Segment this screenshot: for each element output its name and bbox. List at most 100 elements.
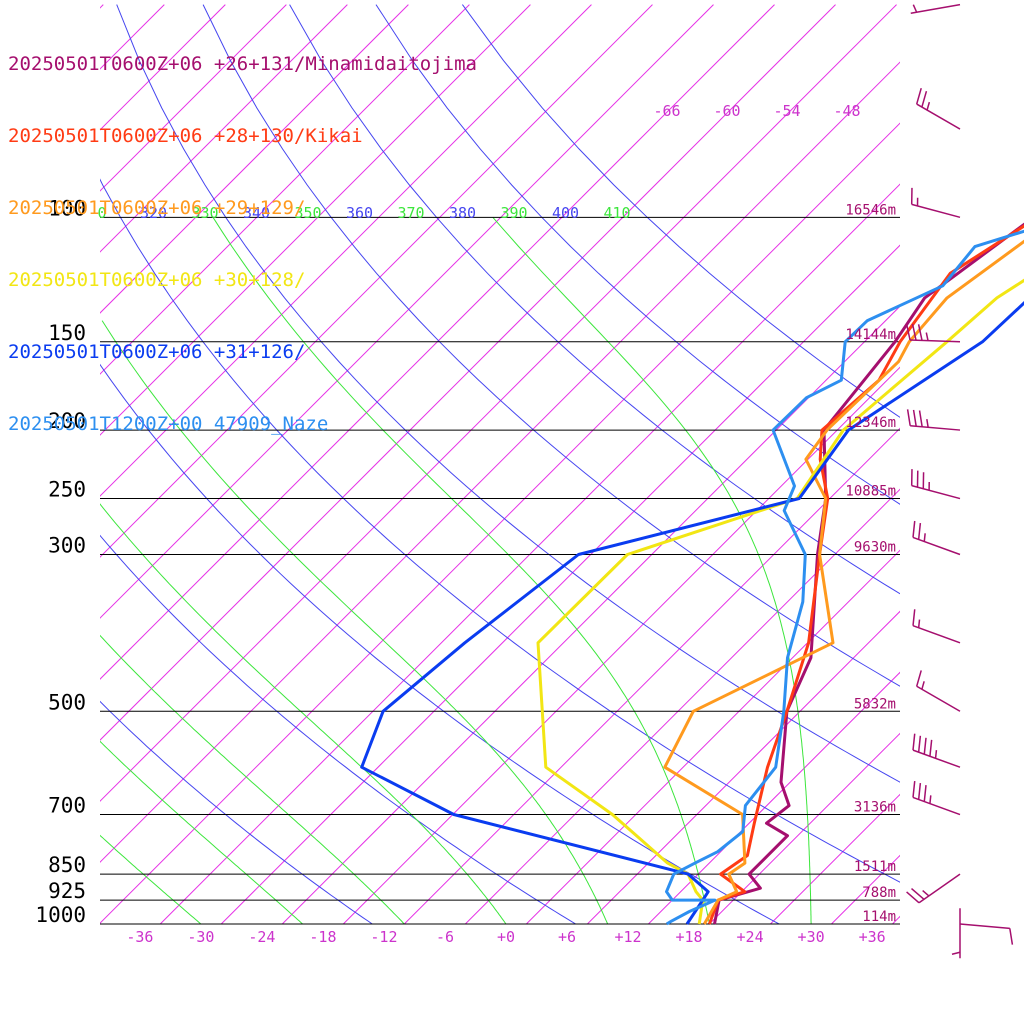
theta-label: 320 [140,204,167,222]
wind-barb [915,87,961,130]
dry-adiabat-lines [100,4,900,924]
dry-adiabat-line [202,4,900,687]
isotherm-line [220,244,900,924]
height-label: 12346m [845,415,896,431]
pressure-label: 250 [48,478,86,502]
theta-label: 330 [191,204,218,222]
wind-barb-flag [917,735,922,753]
theta-label: 370 [397,204,424,222]
height-label: 14144m [845,327,896,343]
chart-legend: 20250501T0600Z+06 +26+131/Minamidaitojim… [8,4,477,460]
wind-barb-half-flag [951,951,961,955]
isotherm-line [100,4,287,192]
wind-barb-flag [906,409,911,426]
height-label: 9630m [854,540,896,556]
wind-barb-staff [911,484,961,500]
wind-barb [910,3,961,15]
wind-barb-staff [912,624,961,644]
isotherm-line [100,122,900,924]
height-label: 1511m [854,859,896,875]
pressure-label: 300 [48,534,86,558]
temperature-tick-label: +0 [497,928,515,946]
legend-entry: 20250501T1200Z+00 47909_Naze [8,413,329,435]
wind-barb-flag [912,520,916,538]
pressure-label: 700 [48,794,86,818]
pressure-label: 500 [48,690,86,714]
pressure-label: 925 [48,879,86,903]
pressure-label: 100 [48,196,86,220]
legend-entry: 20250501T0600Z+06 +28+130/Kikai [8,125,363,147]
dry-adiabat-line [116,4,900,783]
temperature-tick-label: -36 [126,928,153,946]
wind-barb-flag [912,409,917,427]
wind-barbs [905,3,1014,959]
theta-label: 360 [346,204,373,222]
wind-barb-flag [1009,928,1014,945]
wind-barb-flag [912,780,916,798]
moist-adiabat-line [100,503,507,924]
wind-barb-staff [911,203,961,219]
isotherm-line [342,366,900,924]
pressure-label: 200 [48,409,86,433]
legend-entry: 20250501T0600Z+06 +29+129/ [8,197,306,219]
wind-barb-flag [915,670,922,687]
temperature-tick-label: +36 [859,928,886,946]
wind-barb [910,187,961,219]
isotherm-label: -48 [833,102,860,120]
wind-barb-staff [910,339,961,343]
theta-label: 350 [294,204,321,222]
height-label: 3136m [854,800,896,816]
wind-barb-half-flag [922,889,930,897]
isotherm-line [464,488,900,924]
pressure-label: 850 [48,853,86,877]
pressure-label: 150 [48,321,86,345]
height-label: 5832m [854,696,896,712]
isotherm-line [100,4,348,253]
wind-barb-flag [906,891,920,904]
wind-barb [915,670,961,712]
temperature-tick-label: -24 [248,928,275,946]
wind-barb [905,323,961,343]
height-label: 10885m [845,484,896,500]
pressure-label: 1000 [35,903,86,927]
temperature-tick-label: -30 [187,928,214,946]
wind-barb-flag [905,323,911,341]
legend-entry: 20250501T0600Z+06 +26+131/Minamidaitojim… [8,53,477,75]
isotherm-label: -60 [713,102,740,120]
isotherm-line [403,427,900,924]
isotherm-line [100,4,592,497]
height-label: 16546m [845,202,896,218]
wind-barb-staff [912,536,961,556]
wind-barb-flag [929,739,933,757]
isotherm-line [525,549,900,924]
wind-barb-staff [910,424,961,431]
wind-barb-flag [911,887,925,900]
moist-adiabat-line [100,634,405,924]
dry-adiabat-line [461,4,900,418]
wind-barb-half-flag [923,533,926,542]
wind-barb [912,733,961,768]
isotherm-label: -66 [653,102,680,120]
wind-barb-half-flag [929,795,932,804]
theta-label: 410 [603,204,630,222]
isotherm-label: -54 [773,102,800,120]
sounding-line [360,301,1024,925]
temperature-tick-label: -18 [309,928,336,946]
dry-adiabat-line [375,4,900,505]
theta-label: 400 [552,204,579,222]
moist-adiabat-line [913,217,956,924]
wind-barb-half-flag [926,419,929,428]
wind-barb [910,469,961,500]
wind-barb-flag [911,323,917,341]
dry-adiabat-line [100,178,900,883]
moist-adiabat-line [100,740,303,924]
sounding-line [536,278,1024,925]
wind-barb-half-flag [917,619,921,628]
wind-barb-staff [916,103,961,130]
wind-barb [959,923,1014,945]
wind-barb-staff [912,749,961,768]
wind-barb [912,609,961,644]
pressure-lines [100,216,900,925]
theta-label: 0 [97,204,106,222]
isotherm-line [100,4,470,375]
